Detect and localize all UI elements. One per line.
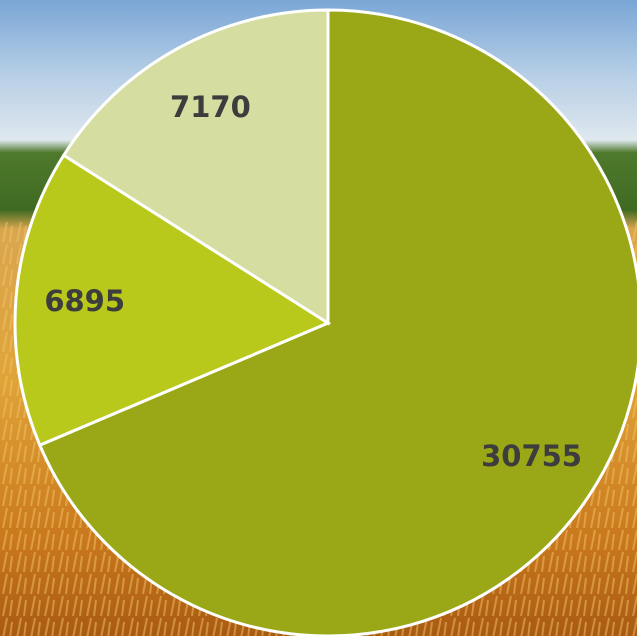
data-label: 7170 [170,90,251,124]
page: 3075568957170 (() => { const data = JSON… [0,0,637,636]
pie: 30755 6895 7170 [15,10,637,636]
chart: 30755 6895 7170 [0,0,637,636]
data-label: 30755 [481,439,582,473]
data-label: 6895 [44,284,125,318]
